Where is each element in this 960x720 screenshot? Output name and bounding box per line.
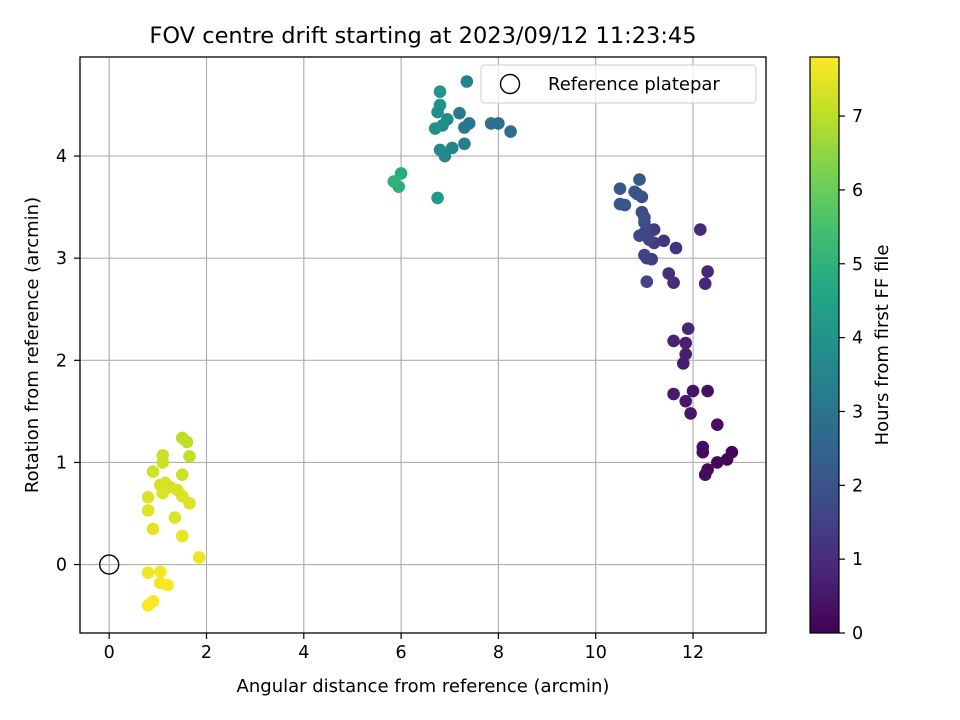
colorbar-tick-label: 6 [852,181,863,201]
scatter-point [154,565,167,578]
scatter-point [679,394,692,408]
scatter-point [458,137,471,151]
scatter-point [657,234,671,248]
y-axis-label: Rotation from reference (arcmin) [22,197,43,493]
scatter-point [168,511,182,524]
scatter-point [701,265,714,278]
scatter-point [387,175,401,188]
legend-box [480,64,757,104]
scatter-point [431,191,444,205]
scatter-point [613,182,627,195]
scatter-point [441,113,454,126]
scatter-point [694,223,707,236]
scatter-point [183,450,196,463]
scatter-point [460,75,474,88]
scatter-point [156,456,169,469]
scatter-point [698,277,712,291]
scatter-point [504,125,517,138]
legend: Reference platepar [480,64,757,104]
colorbar-ticks: 0 1 2 3 4 5 6 7 [839,107,863,644]
scatter-point [633,173,646,186]
plot-area-frame [79,56,767,634]
y-tick-label: 2 [56,351,67,371]
scatter-point [686,384,700,398]
scatter-point [175,468,189,482]
scatter-point [433,143,447,157]
legend-marker-reference [499,73,521,95]
scatter-point [647,223,661,236]
scatter-point [681,322,695,336]
colorbar-label: Hours from first FF file [872,245,893,446]
y-tick-label: 0 [56,556,67,576]
scatter-point [484,117,498,130]
scatter-point [192,551,206,564]
scatter-point [638,248,651,262]
scatter-point [445,141,459,155]
reference-platepar-marker [98,554,120,575]
x-tick-label: 8 [493,643,504,663]
scatter-point [175,431,189,445]
scatter-point [698,468,712,482]
scatter-point [175,529,189,543]
scatter-point [630,187,644,201]
scatter-point [433,98,447,112]
scatter-point [433,85,447,98]
scatter-point [669,241,683,255]
scatter-point [613,197,627,211]
scatter-point [720,453,734,466]
scatter-point [453,106,466,120]
y-tick-label: 4 [56,147,67,167]
scatter-point [146,465,160,478]
scatter-point [458,121,471,134]
scatter-point [141,566,155,579]
colorbar [809,56,840,634]
x-axis-ticks: 0 2 4 6 8 10 12 [104,633,704,663]
y-tick-label: 1 [56,453,67,473]
x-axis-label: Angular distance from reference (arcmin) [237,676,610,697]
scatter-point [640,275,654,289]
scatter-point [679,336,692,350]
scatter-point [638,211,651,224]
scatter-point [696,440,710,454]
x-tick-label: 0 [104,643,115,663]
y-tick-label: 3 [56,249,67,269]
scatter-point [667,334,680,348]
scatter-point [146,522,160,536]
scatter-point [161,578,174,592]
x-tick-label: 10 [585,643,607,663]
x-tick-label: 12 [682,643,704,663]
colorbar-tick-label: 5 [852,255,863,275]
scatter-point [428,122,442,135]
scatter-point [394,167,408,180]
scatter-point [141,490,155,504]
scatter-point [183,497,196,510]
scatter-point [711,456,724,469]
x-tick-label: 4 [298,643,309,663]
x-tick-label: 6 [396,643,407,663]
scatter-point [662,267,675,280]
x-tick-label: 2 [201,643,212,663]
colorbar-tick-label: 3 [852,402,863,422]
scatter-points [98,75,739,612]
y-axis-ticks: 0 1 2 3 4 [56,147,80,576]
scatter-point [141,504,155,517]
scatter-point [667,387,680,401]
scatter-point [679,347,692,361]
colorbar-tick-label: 1 [852,550,863,570]
colorbar-tick-label: 2 [852,476,863,496]
scatter-point [684,407,697,420]
scatter-point [701,384,714,398]
colorbar-tick-label: 4 [852,329,863,349]
colorbar-tick-label: 0 [852,624,863,644]
chart-title: FOV centre drift starting at 2023/09/12 … [149,23,696,49]
scatter-point [141,599,155,612]
colorbar-tick-label: 7 [852,107,863,127]
scatter-point [156,486,169,500]
legend-label-reference: Reference platepar [548,74,720,95]
scatter-point [711,418,724,432]
scatter-point [633,229,646,242]
